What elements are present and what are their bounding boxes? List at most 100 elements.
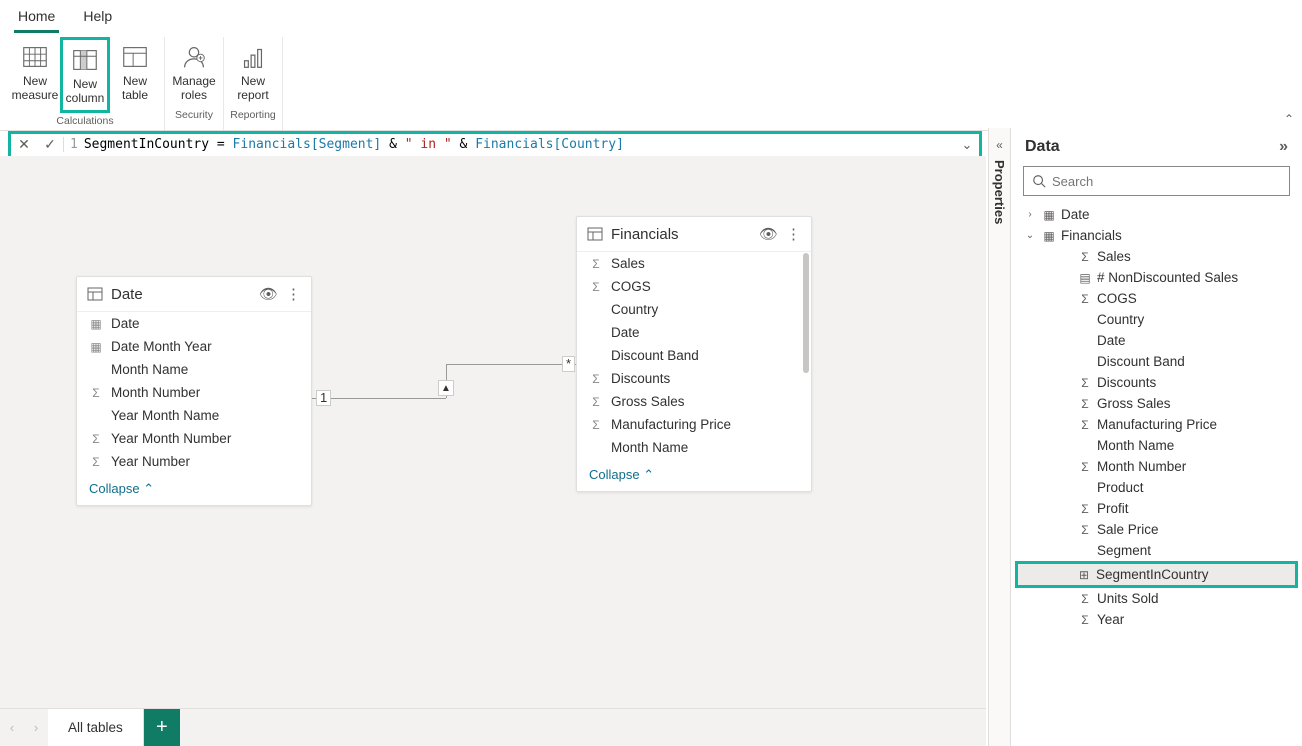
properties-panel-collapsed: « Properties (988, 128, 1010, 746)
new-column-button[interactable]: Newcolumn (60, 37, 110, 113)
more-icon[interactable]: ⋮ (786, 225, 801, 243)
scrollbar-thumb[interactable] (803, 253, 809, 373)
field-row[interactable]: ▦Date Month Year (77, 335, 311, 358)
ribbon-group-label: Calculations (56, 113, 113, 130)
visibility-icon[interactable]: 👁 (759, 225, 778, 243)
formula-bar: ✕ ✓ 1 SegmentInCountry = Financials[Segm… (8, 131, 982, 159)
tree-field[interactable]: Product (1019, 477, 1294, 498)
tree-date[interactable]: ›▦Date (1019, 204, 1294, 225)
field-row[interactable]: ΣSales (577, 252, 811, 275)
properties-label[interactable]: Properties (992, 160, 1007, 224)
manage-roles-button[interactable]: Manageroles (169, 37, 219, 107)
tree-label: SegmentInCountry (1096, 567, 1209, 582)
tree-label: Profit (1097, 501, 1129, 516)
diagram-tab-all-tables[interactable]: All tables (48, 709, 144, 746)
data-panel-collapse-icon[interactable]: » (1279, 138, 1288, 156)
new-report-button[interactable]: Newreport (228, 37, 278, 107)
data-search[interactable] (1023, 166, 1290, 196)
data-panel-title: Data (1025, 138, 1060, 156)
field-row[interactable]: Σ COGS (577, 275, 811, 298)
field-row[interactable]: Discount Band (577, 344, 811, 367)
tree-field[interactable]: ΣYear (1019, 609, 1294, 630)
table-icon (87, 286, 103, 302)
collapse-link[interactable]: Collapse ⌃ (77, 473, 311, 505)
new-measure-button[interactable]: Newmeasure (10, 37, 60, 113)
tree-field[interactable]: Date (1019, 330, 1294, 351)
collapse-link[interactable]: Collapse ⌃ (577, 459, 811, 491)
ribbon-collapse-chevron-icon[interactable]: ⌃ (1284, 112, 1294, 126)
tree-field[interactable]: ▤# NonDiscounted Sales (1019, 267, 1294, 288)
tree-field[interactable]: Segment (1019, 540, 1294, 561)
field-label: Date Month Year (111, 339, 212, 354)
table-title: Date (111, 286, 143, 303)
sum-icon: Σ (589, 280, 603, 294)
properties-expand-icon[interactable]: « (996, 138, 1003, 152)
calc-icon: ▤ (1077, 271, 1093, 285)
cal-icon: ▦ (89, 317, 103, 331)
new-table-button[interactable]: Newtable (110, 37, 160, 113)
field-label: Month Name (111, 362, 188, 377)
tree-label: Product (1097, 480, 1144, 495)
field-label: Month Name (611, 440, 688, 455)
formula-dropdown-icon[interactable]: ⌄ (955, 137, 979, 153)
field-row[interactable]: ▦Date (77, 312, 311, 335)
tree-field[interactable]: ΣGross Sales (1019, 393, 1294, 414)
tree-field[interactable]: ΣManufacturing Price (1019, 414, 1294, 435)
tree-field[interactable]: ΣUnits Sold (1019, 588, 1294, 609)
table-card-date[interactable]: Date👁⋮▦Date▦Date Month YearMonth NameΣMo… (76, 276, 312, 506)
menu-tab-home[interactable]: Home (14, 6, 59, 33)
tree-field[interactable]: ΣProfit (1019, 498, 1294, 519)
field-label: Year Number (111, 454, 190, 469)
data-search-input[interactable] (1052, 174, 1281, 189)
tree-field[interactable]: Discount Band (1019, 351, 1294, 372)
field-row[interactable]: ΣDiscounts (577, 367, 811, 390)
tree-financials[interactable]: ⌄▦Financials (1019, 225, 1294, 246)
tree-label: Month Name (1097, 438, 1174, 453)
search-icon (1032, 174, 1046, 188)
field-row[interactable]: ΣYear Month Number (77, 427, 311, 450)
sum-icon: Σ (89, 432, 103, 446)
data-tree: ›▦Date⌄▦FinancialsΣSales▤# NonDiscounted… (1011, 204, 1302, 630)
field-row[interactable]: ΣGross Sales (577, 390, 811, 413)
tab-nav-prev-icon[interactable]: ‹ (0, 709, 24, 746)
field-row[interactable]: Date (577, 321, 811, 344)
visibility-icon[interactable]: 👁 (259, 285, 278, 303)
tree-field[interactable]: ΣSales (1019, 246, 1294, 267)
formula-cancel-icon[interactable]: ✕ (11, 136, 37, 153)
tree-field[interactable]: ΣCOGS (1019, 288, 1294, 309)
chevron-up-icon: ⌃ (143, 481, 154, 496)
field-row[interactable]: ΣManufacturing Price (577, 413, 811, 436)
model-canvas[interactable]: Date👁⋮▦Date▦Date Month YearMonth NameΣMo… (0, 156, 986, 708)
field-row[interactable]: Month Name (577, 436, 811, 459)
tbl-icon: ▦ (1041, 208, 1057, 222)
field-row[interactable]: ΣYear Number (77, 450, 311, 473)
tree-field[interactable]: Month Name (1019, 435, 1294, 456)
tree-field[interactable]: ΣDiscounts (1019, 372, 1294, 393)
field-row[interactable]: Month Name (77, 358, 311, 381)
sum-icon: Σ (1077, 376, 1093, 390)
tree-field[interactable]: ΣMonth Number (1019, 456, 1294, 477)
field-label: COGS (611, 279, 651, 294)
tree-label: Date (1097, 333, 1126, 348)
add-diagram-tab-button[interactable]: + (144, 709, 180, 746)
tree-label: Financials (1061, 228, 1122, 243)
tree-field[interactable]: ⊞ SegmentInCountry (1015, 561, 1298, 588)
field-row[interactable]: Year Month Name (77, 404, 311, 427)
more-icon[interactable]: ⋮ (286, 285, 301, 303)
field-row[interactable]: Country (577, 298, 811, 321)
field-label: Discount Band (611, 348, 699, 363)
table-card-financials[interactable]: Financials👁⋮ΣSalesΣCOGSCountryDateDiscou… (576, 216, 812, 492)
field-row[interactable]: ΣMonth Number (77, 381, 311, 404)
colcalc-icon: ⊞ (1076, 568, 1092, 582)
tree-twisty-icon: ⌄ (1023, 230, 1037, 241)
tab-nav-next-icon[interactable]: › (24, 709, 48, 746)
relationship-direction-icon[interactable]: ▲ (438, 380, 454, 396)
field-label: Month Number (111, 385, 200, 400)
formula-input[interactable]: SegmentInCountry = Financials[Segment] &… (84, 137, 955, 152)
menu-tab-help[interactable]: Help (79, 6, 116, 33)
relationship-many-label: * (562, 356, 575, 372)
formula-line-number: 1 (63, 137, 84, 152)
formula-commit-icon[interactable]: ✓ (37, 136, 63, 153)
tree-field[interactable]: ΣSale Price (1019, 519, 1294, 540)
tree-field[interactable]: Country (1019, 309, 1294, 330)
